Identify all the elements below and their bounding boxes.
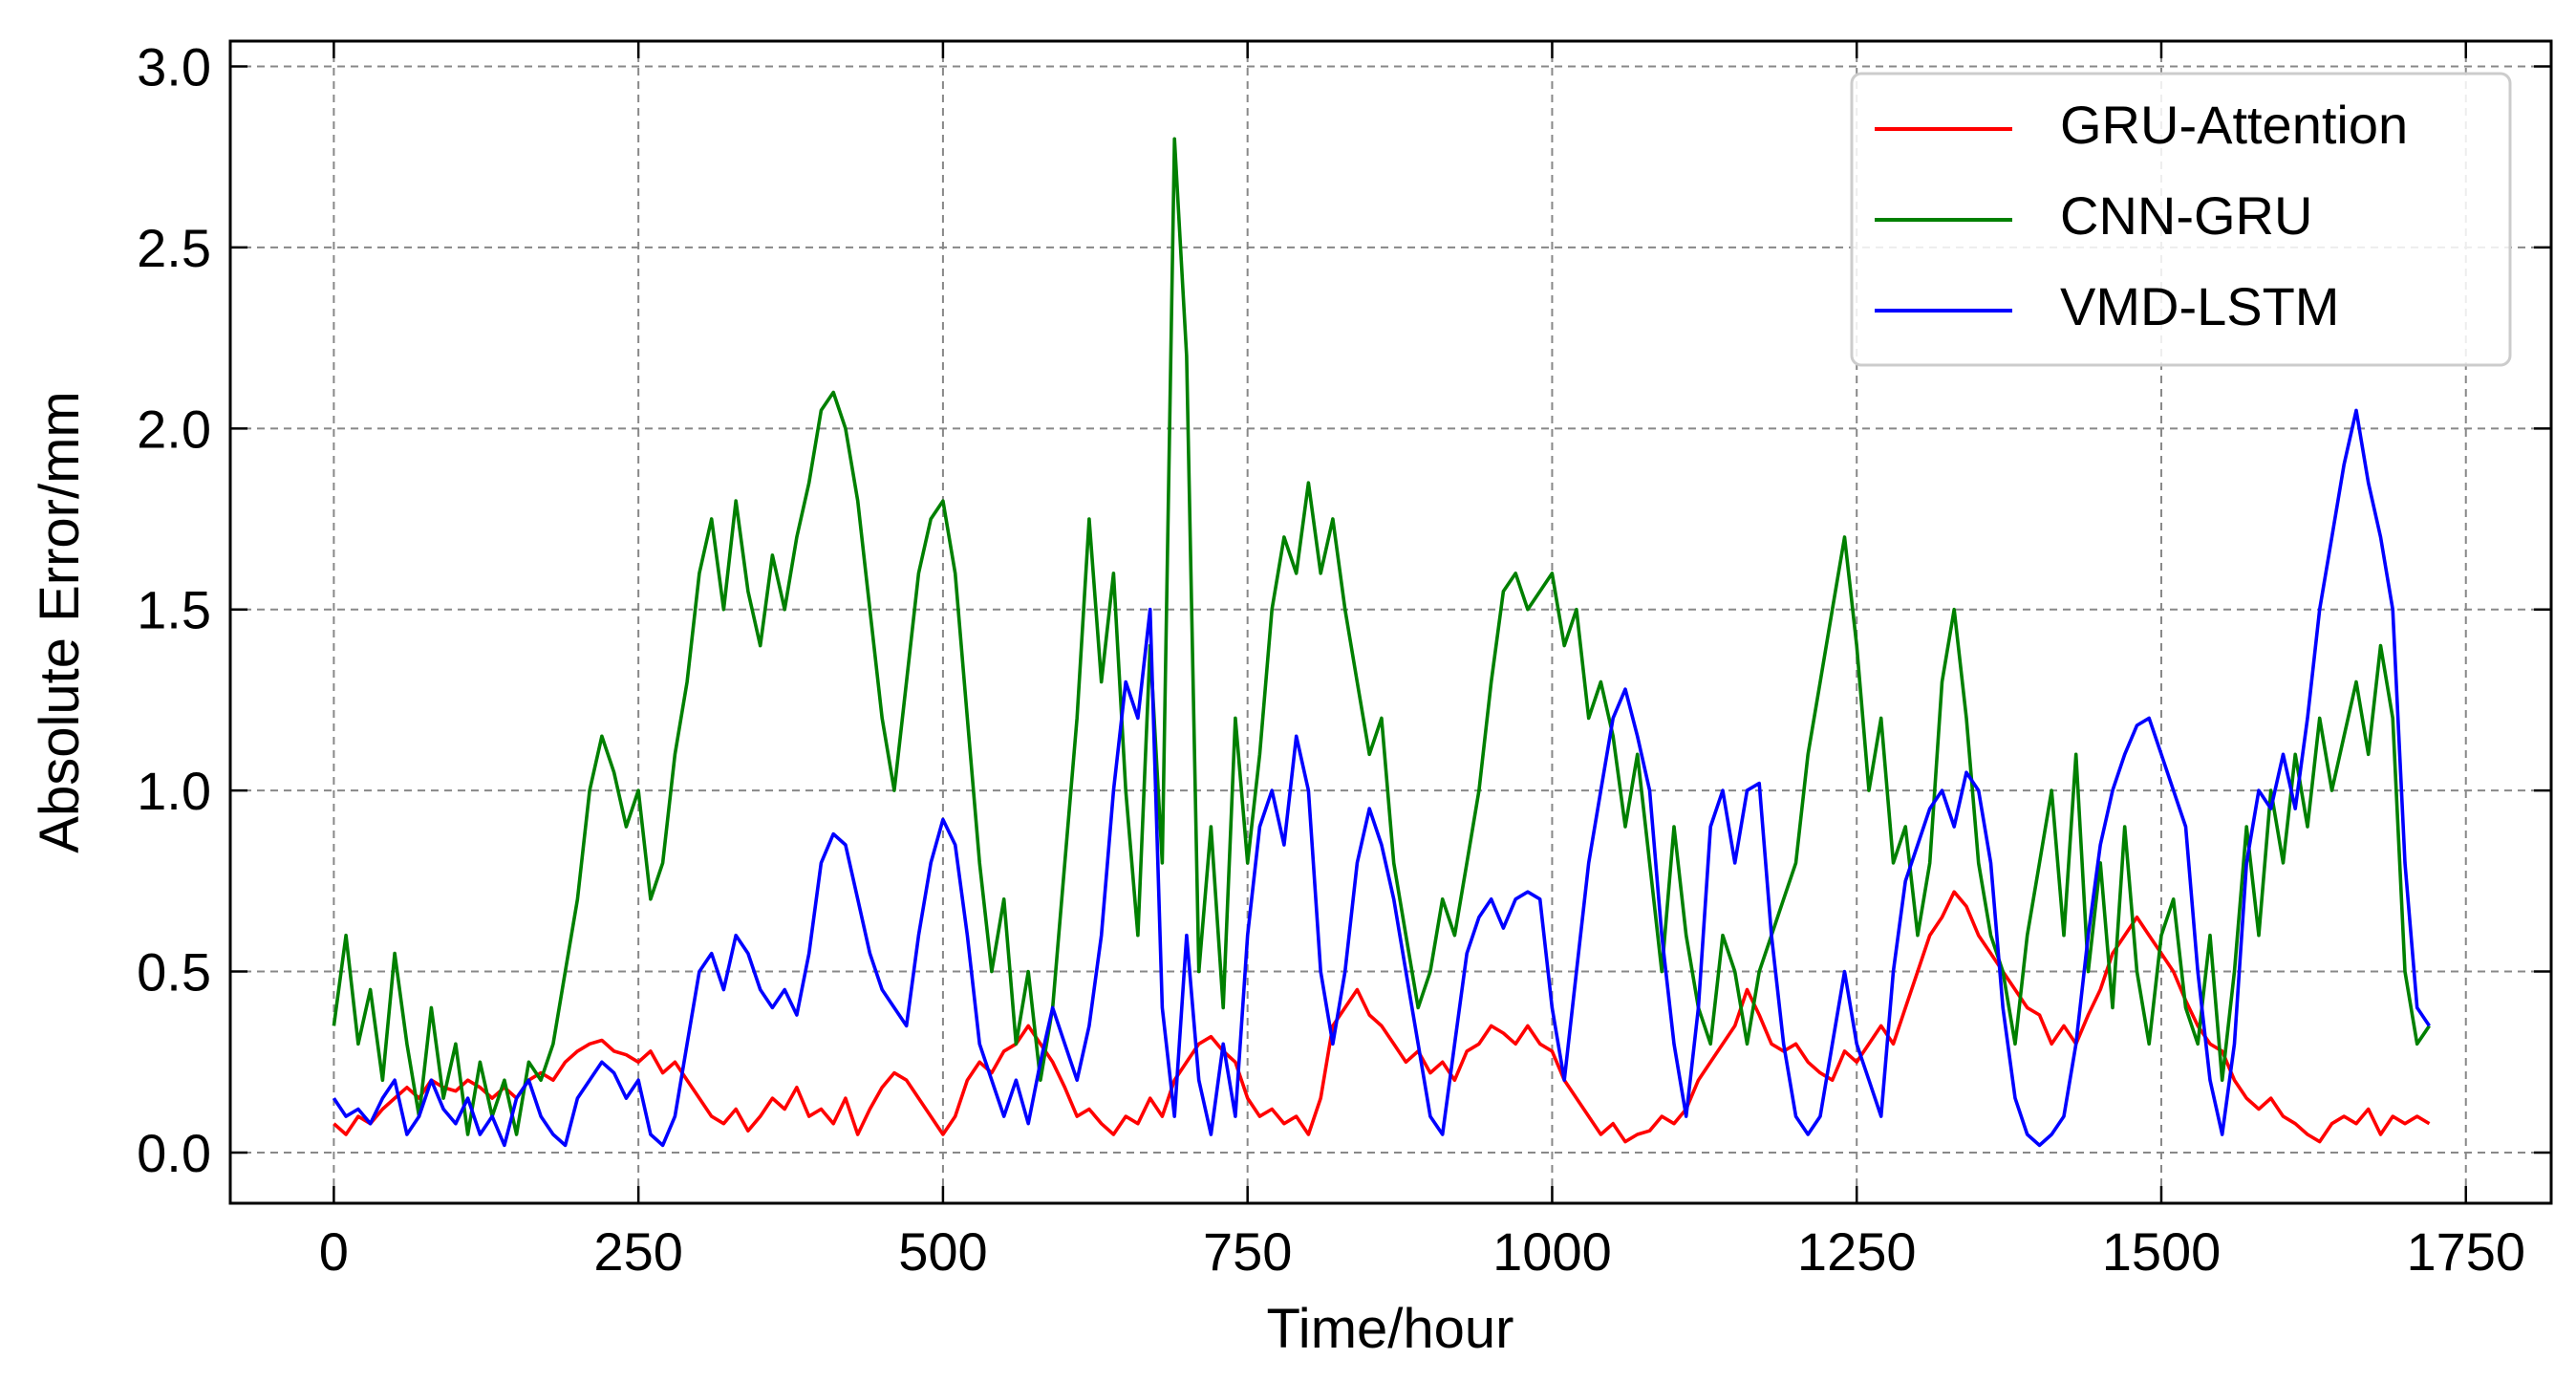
x-tick-label: 750 (1203, 1221, 1292, 1282)
y-tick-label: 1.0 (137, 761, 211, 821)
y-tick-label: 3.0 (137, 37, 211, 97)
x-tick-label: 500 (898, 1221, 987, 1282)
x-tick-label: 1000 (1492, 1221, 1612, 1282)
plot-frame (228, 39, 2553, 1205)
y-tick-label: 0.0 (137, 1123, 211, 1183)
y-tick-label: 0.5 (137, 942, 211, 1003)
y-axis-label: Absolute Error/mm (29, 391, 91, 852)
y-tick-label: 2.5 (137, 218, 211, 278)
legend: GRU-Attention CNN-GRU VMD-LSTM (1850, 72, 2512, 367)
x-tick-label: 1750 (2406, 1221, 2525, 1282)
legend-label: GRU-Attention (2060, 95, 2408, 155)
data-line (333, 890, 2431, 1144)
data-line (332, 137, 2431, 1136)
x-tick-label: 1500 (2102, 1221, 2222, 1282)
x-tick-label: 0 (319, 1221, 349, 1282)
x-axis-label: Time/hour (1267, 1298, 1514, 1360)
legend-label: CNN-GRU (2060, 185, 2312, 246)
y-tick-label: 1.5 (137, 580, 211, 640)
x-tick-label: 1250 (1797, 1221, 1917, 1282)
x-tick-label: 250 (593, 1221, 682, 1282)
legend-box (1850, 72, 2512, 367)
data-line (332, 408, 2431, 1148)
legend-label: VMD-LSTM (2060, 276, 2339, 336)
y-tick-label: 2.0 (137, 399, 211, 459)
